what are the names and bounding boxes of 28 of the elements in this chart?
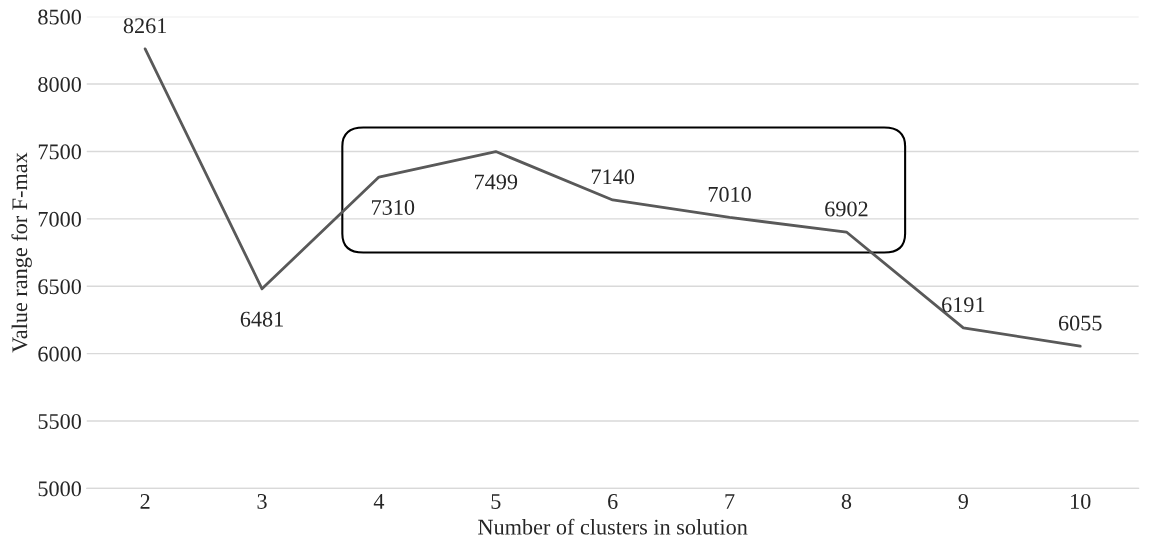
y-tick-label: 8500 (38, 9, 81, 25)
y-tick-label: 8000 (38, 76, 81, 92)
x-tick-label: 2 (140, 493, 150, 509)
x-tick-label: 10 (1071, 493, 1091, 509)
x-tick-label: 4 (373, 494, 385, 509)
data-label: 7499 (475, 174, 518, 190)
y-tick-label: 5500 (38, 413, 81, 429)
x-tick-label: 8 (841, 493, 852, 509)
data-label: 7010 (708, 186, 751, 202)
data-label: 7140 (591, 169, 635, 185)
x-tick-label: 5 (491, 494, 501, 509)
data-label: 6191 (942, 297, 985, 313)
data-label: 6055 (1058, 315, 1102, 331)
x-tick-label: 6 (608, 493, 618, 509)
y-tick-label: 7000 (38, 211, 81, 227)
data-label: 6902 (825, 201, 868, 217)
x-axis-title: Number of clusters in solution (478, 518, 748, 535)
y-tick-label: 6000 (38, 346, 81, 362)
y-tick-label: 6500 (38, 279, 81, 295)
data-label: 6481 (240, 311, 283, 327)
x-tick-label: 3 (257, 493, 267, 509)
x-tick-label: 7 (725, 494, 735, 509)
data-label: 7310 (372, 199, 415, 215)
data-label: 8261 (123, 18, 167, 34)
y-axis-title: Value range for F-max (11, 152, 32, 353)
y-tick-label: 5000 (38, 481, 81, 497)
x-tick-label: 9 (958, 493, 968, 509)
y-tick-label: 7500 (38, 144, 81, 160)
